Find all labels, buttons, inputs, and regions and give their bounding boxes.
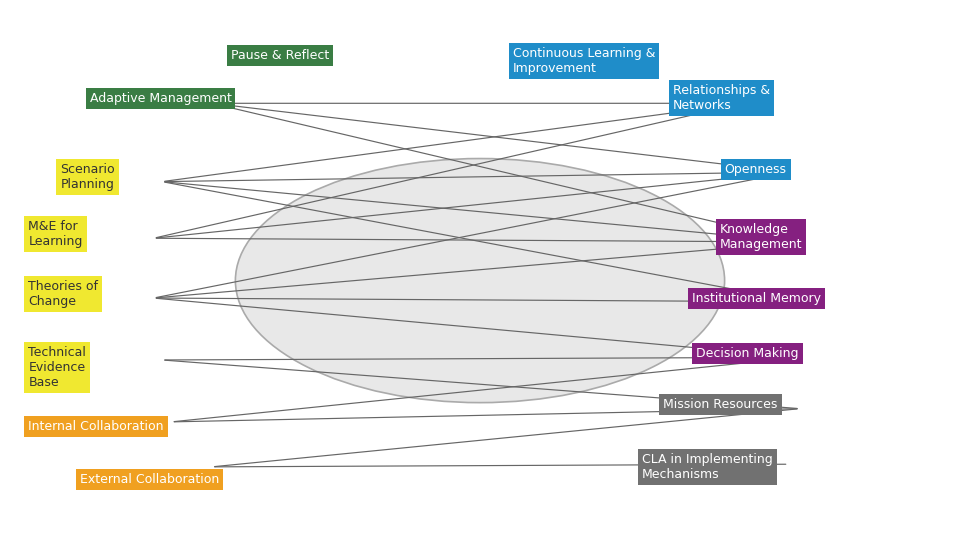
Text: Mission Resources: Mission Resources xyxy=(663,399,778,411)
Text: Openness: Openness xyxy=(725,163,786,176)
Text: Technical
Evidence
Base: Technical Evidence Base xyxy=(29,346,86,389)
Ellipse shape xyxy=(235,159,725,403)
Text: Pause & Reflect: Pause & Reflect xyxy=(230,49,329,62)
Text: Theories of
Change: Theories of Change xyxy=(29,280,99,308)
Text: Adaptive Management: Adaptive Management xyxy=(89,91,231,105)
Text: M&E for
Learning: M&E for Learning xyxy=(29,220,83,248)
Text: CLA in Implementing
Mechanisms: CLA in Implementing Mechanisms xyxy=(642,453,773,481)
Text: External Collaboration: External Collaboration xyxy=(80,472,220,485)
Text: Institutional Memory: Institutional Memory xyxy=(691,292,821,305)
Text: Internal Collaboration: Internal Collaboration xyxy=(29,420,164,433)
Text: Decision Making: Decision Making xyxy=(696,347,799,360)
Text: Relationships &
Networks: Relationships & Networks xyxy=(673,84,770,112)
Text: Knowledge
Management: Knowledge Management xyxy=(720,222,803,251)
Text: Continuous Learning &
Improvement: Continuous Learning & Improvement xyxy=(513,47,656,75)
Text: Scenario
Planning: Scenario Planning xyxy=(60,164,115,191)
